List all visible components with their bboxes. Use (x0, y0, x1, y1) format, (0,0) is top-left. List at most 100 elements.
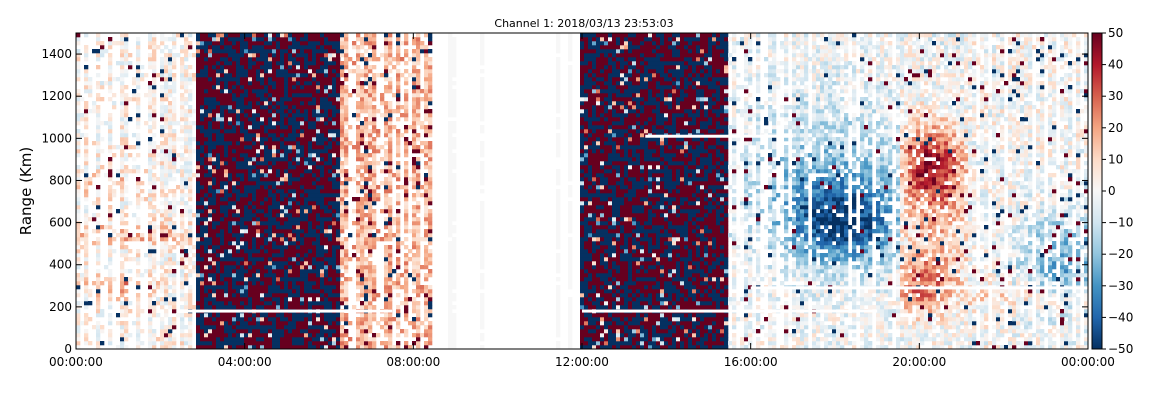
heatmap-cell (124, 49, 129, 54)
heatmap-cell (228, 261, 233, 266)
heatmap-cell (320, 293, 325, 298)
heatmap-cell (200, 285, 205, 290)
heatmap-cell (364, 65, 369, 70)
heatmap-cell (364, 57, 369, 62)
heatmap-cell (240, 217, 245, 222)
heatmap-cell (124, 73, 129, 78)
heatmap-cell (228, 149, 233, 154)
heatmap-cell (372, 241, 377, 246)
heatmap-cell (356, 197, 361, 202)
heatmap-cell (76, 177, 81, 182)
heatmap-cell (280, 133, 285, 138)
heatmap-cell (96, 93, 101, 98)
heatmap-cell (316, 241, 321, 246)
heatmap-cell (96, 289, 101, 294)
heatmap-cell (208, 97, 213, 102)
heatmap-cell (368, 37, 373, 42)
heatmap-cell (316, 105, 321, 110)
heatmap-cell (344, 65, 349, 70)
heatmap-cell (304, 77, 309, 82)
heatmap-cell (124, 53, 129, 58)
heatmap-cell (192, 269, 197, 274)
heatmap-cell (204, 241, 209, 246)
heatmap-cell (148, 81, 153, 86)
heatmap-cell (84, 305, 89, 310)
heatmap-cell (232, 41, 237, 46)
heatmap-cell (364, 329, 369, 334)
heatmap-cell (284, 233, 289, 238)
heatmap-cell (228, 117, 233, 122)
heatmap-cell (336, 305, 341, 310)
heatmap-cell (336, 281, 341, 286)
heatmap-cell (92, 141, 97, 146)
heatmap-cell (276, 209, 281, 214)
heatmap-cells (76, 33, 1089, 350)
heatmap-cell (108, 341, 113, 346)
heatmap-cell (320, 329, 325, 334)
heatmap-cell (300, 125, 305, 130)
heatmap-cell (148, 89, 153, 94)
heatmap-cell (252, 209, 257, 214)
heatmap-cell (332, 249, 337, 254)
heatmap-cell (268, 321, 273, 326)
heatmap-cell (208, 137, 213, 142)
heatmap-cell (268, 65, 273, 70)
heatmap-cell (204, 193, 209, 198)
heatmap-cell (340, 165, 345, 170)
heatmap-cell (128, 61, 133, 66)
heatmap-cell (156, 225, 161, 230)
heatmap-cell (384, 109, 389, 114)
heatmap-cell (108, 185, 113, 190)
heatmap-cell (164, 261, 169, 266)
heatmap-cell (300, 337, 305, 342)
heatmap-cell (92, 281, 97, 286)
heatmap-cell (76, 133, 81, 138)
heatmap-cell (104, 265, 109, 270)
heatmap-cell (340, 85, 345, 90)
heatmap-cell (304, 65, 309, 70)
heatmap-cell (272, 197, 277, 202)
heatmap-cell (76, 149, 81, 154)
heatmap-cell (244, 277, 249, 282)
heatmap-cell (388, 105, 393, 110)
heatmap-cell (164, 61, 169, 66)
heatmap-cell (196, 101, 201, 106)
heatmap-cell (332, 145, 337, 150)
heatmap-cell (128, 249, 133, 254)
heatmap-cell (248, 257, 253, 262)
heatmap-cell (368, 289, 373, 294)
heatmap-cell (240, 197, 245, 202)
heatmap-cell (148, 161, 153, 166)
heatmap-cell (384, 301, 389, 306)
heatmap-cell (216, 101, 221, 106)
heatmap-cell (328, 109, 333, 114)
heatmap-cell (204, 249, 209, 254)
heatmap-cell (364, 109, 369, 114)
heatmap-cell (304, 197, 309, 202)
heatmap-cell (300, 49, 305, 54)
heatmap-cell (200, 273, 205, 278)
heatmap-cell (212, 281, 217, 286)
heatmap-cell (312, 69, 317, 74)
heatmap-cell (260, 177, 265, 182)
heatmap-cell (236, 93, 241, 98)
heatmap-cell (332, 69, 337, 74)
heatmap-cell (260, 313, 265, 318)
heatmap-cell (284, 145, 289, 150)
heatmap-cell (308, 129, 313, 134)
heatmap-cell (220, 125, 225, 130)
heatmap-cell (260, 273, 265, 278)
heatmap-cell (372, 93, 377, 98)
heatmap-cell (140, 341, 145, 346)
heatmap-cell (204, 277, 209, 282)
heatmap-cell (252, 281, 257, 286)
heatmap-cell (208, 281, 213, 286)
heatmap-cell (364, 225, 369, 230)
heatmap-cell (108, 297, 113, 302)
heatmap-cell (244, 217, 249, 222)
heatmap-cell (288, 321, 293, 326)
heatmap-cell (232, 281, 237, 286)
heatmap-cell (296, 93, 301, 98)
heatmap-cell (232, 85, 237, 90)
heatmap-cell (300, 73, 305, 78)
